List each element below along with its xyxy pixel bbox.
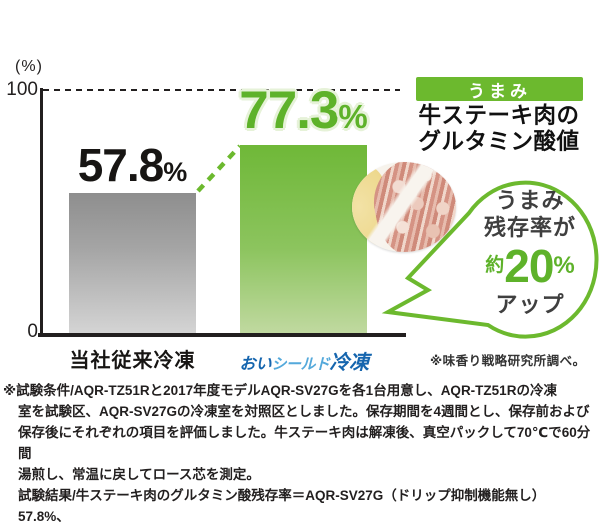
increase-connector-line xyxy=(196,144,242,193)
value-number: 77.3 xyxy=(239,81,339,140)
value-percent-sign: % xyxy=(163,157,187,187)
test-conditions-footnote: ※試験条件/AQR-TZ51Rと2017年度モデルAQR-SV27Gを各1台用意… xyxy=(3,380,597,522)
steak-photo xyxy=(352,162,456,252)
panel-title: 牛ステーキ肉の グルタミン酸値 xyxy=(398,103,600,155)
speech-bubble-shape xyxy=(381,180,599,339)
y-axis-tick-100: 100 xyxy=(6,79,38,100)
big-number: 20 xyxy=(504,240,554,292)
footnote-line: ※試験条件/AQR-TZ51Rと2017年度モデルAQR-SV27Gを各1台用意… xyxy=(3,383,557,398)
bubble-line-retention: 残存率が xyxy=(483,215,576,240)
value-number: 57.8 xyxy=(77,139,165,191)
bar-conventional-freezing xyxy=(69,193,196,333)
bubble-line-up: アップ xyxy=(495,292,565,317)
category-label-conventional: 当社従来冷凍 xyxy=(69,350,196,372)
logo-text-reitou: 冷凍 xyxy=(329,352,370,374)
footnote-line: 室を試験区、AQR-SV27Gの冷凍室を対照区としました。保存期間を4週間とし、… xyxy=(18,404,590,419)
source-note: ※味香り戦略研究所調べ。 xyxy=(430,354,586,368)
speech-bubble-text: うまみ 残存率が 約 20% アップ xyxy=(460,187,600,319)
percent-sign: % xyxy=(553,252,575,279)
footnote-line: 湯煎し、常温に戻してロース芯を測定。 xyxy=(18,467,260,482)
plate-edge-highlight xyxy=(352,162,456,252)
oishield-freezing-logo: おいシールド冷凍 xyxy=(238,346,370,375)
value-label-oishield: 77.3% xyxy=(212,80,394,141)
footnote-line: 試験結果/牛ステーキ肉のグルタミン酸残存率＝AQR-SV27G（ドリップ抑制機能… xyxy=(18,488,546,522)
bubble-line-20percent: 約 20% xyxy=(460,241,600,291)
y-axis-tick-0: 0 xyxy=(27,321,38,342)
panel-title-line1: 牛ステーキ肉の xyxy=(418,103,580,128)
logo-text-shield: シールド xyxy=(271,356,331,373)
y-axis-unit-label: (%) xyxy=(15,58,43,75)
logo-text-oi: おい xyxy=(239,356,272,373)
umami-badge: うまみ xyxy=(416,77,583,101)
bubble-line-umami: うまみ xyxy=(495,188,565,213)
value-label-conventional: 57.8% xyxy=(48,138,216,192)
approx-label: 約 xyxy=(485,255,505,276)
footnote-line: 保存後にそれぞれの項目を評価しました。牛ステーキ肉は解凍後、真空パックして70℃… xyxy=(18,425,591,461)
value-percent-sign: % xyxy=(338,98,367,135)
speech-bubble-outline xyxy=(381,180,599,339)
y-axis-line xyxy=(40,88,43,336)
x-axis-baseline xyxy=(38,333,406,337)
bar-oishield-freezing xyxy=(240,145,367,333)
panel-title-line2: グルタミン酸値 xyxy=(418,129,580,154)
